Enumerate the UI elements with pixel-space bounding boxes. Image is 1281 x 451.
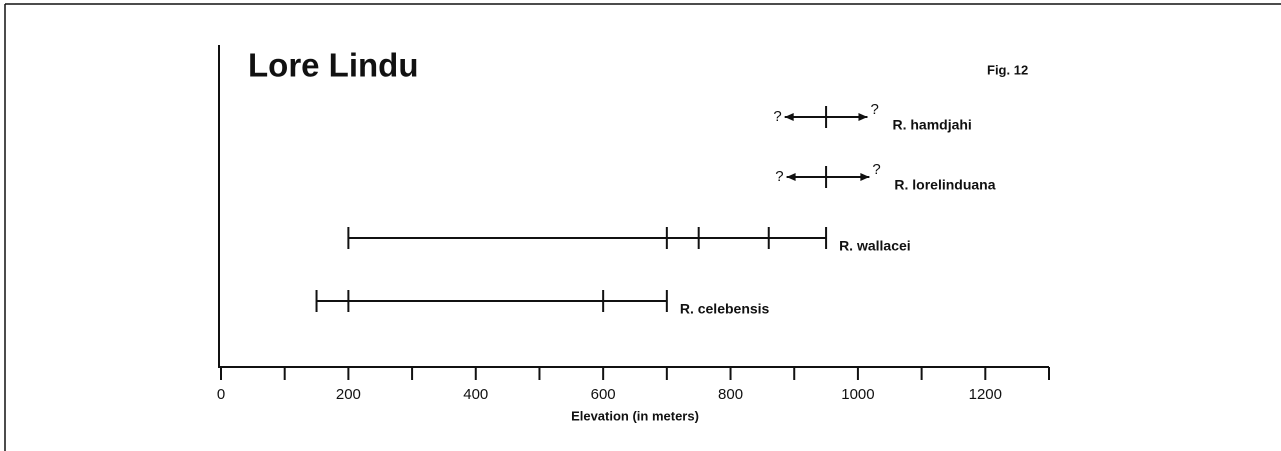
x-tick-label: 200: [336, 386, 361, 403]
x-tick-label: 800: [718, 386, 743, 403]
x-tick-label: 0: [217, 386, 225, 403]
series-label: R. hamdjahi: [892, 117, 971, 133]
chart-title: Lore Lindu: [248, 47, 418, 84]
uncertain-mark: ?: [870, 101, 878, 118]
x-tick-label: 1000: [841, 386, 874, 403]
uncertain-mark: ?: [775, 168, 783, 185]
arrow-head: [784, 113, 794, 121]
x-axis-label: Elevation (in meters): [571, 408, 699, 423]
x-tick-label: 400: [463, 386, 488, 403]
figure-label: Fig. 12: [987, 62, 1028, 77]
series-label: R. lorelinduana: [894, 177, 995, 193]
arrow-head: [860, 173, 870, 181]
x-tick-label: 600: [591, 386, 616, 403]
arrow-head: [786, 173, 796, 181]
series-label: R. wallacei: [839, 238, 911, 254]
uncertain-mark: ?: [773, 108, 781, 125]
uncertain-mark: ?: [872, 161, 880, 178]
x-tick-label: 1200: [969, 386, 1002, 403]
series-label: R. celebensis: [680, 301, 770, 317]
arrow-head: [858, 113, 868, 121]
